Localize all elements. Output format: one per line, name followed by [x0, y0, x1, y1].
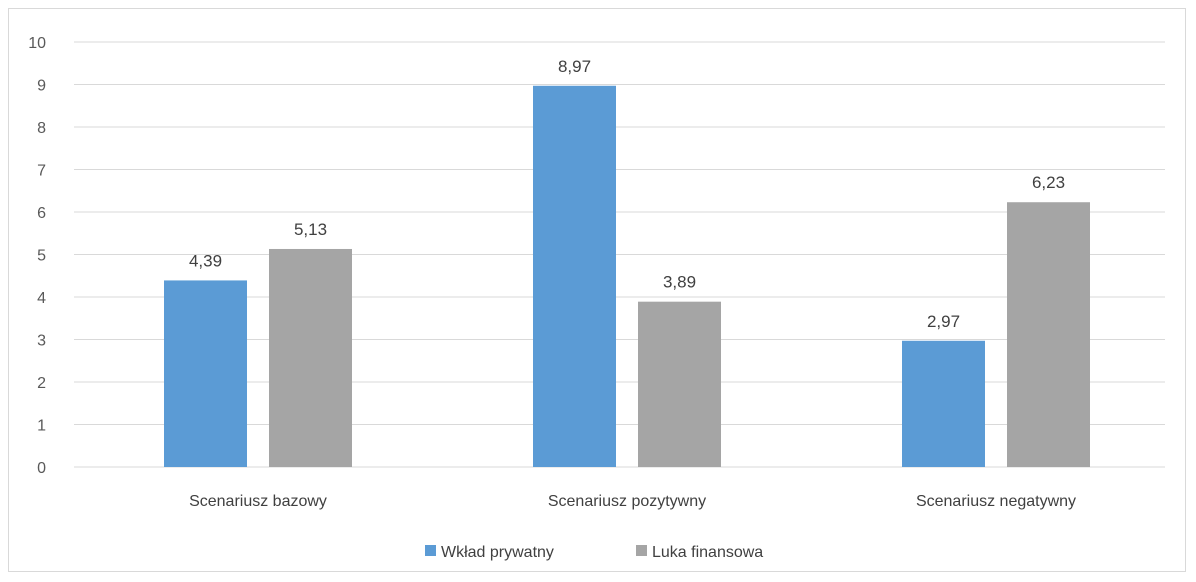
- y-tick-label: 7: [37, 163, 46, 180]
- bar-wklad-prywatny: [902, 340, 985, 467]
- y-tick-label: 4: [37, 290, 46, 307]
- x-axis-categories: Scenariusz bazowy Scenariusz pozytywny Sce…: [189, 493, 1076, 510]
- legend-swatch: [636, 545, 647, 556]
- y-tick-label: 2: [37, 375, 46, 392]
- y-tick-label: 8: [37, 120, 46, 137]
- y-tick-label: 6: [37, 205, 46, 222]
- data-label: 4,39: [189, 251, 222, 270]
- data-labels: 4,39 5,13 8,97 3,89 2,97 6,23: [189, 57, 1065, 331]
- y-tick-label: 5: [37, 248, 46, 265]
- y-tick-label: 10: [28, 35, 46, 52]
- bar-luka-finansowa: [638, 301, 721, 467]
- y-axis-ticks: 0 1 2 3 4 5 6 7 8 9 10: [28, 35, 46, 477]
- category-label: Scenariusz negatywny: [916, 493, 1076, 510]
- bars: [164, 85, 1090, 468]
- y-tick-label: 9: [37, 78, 46, 95]
- bar-wklad-prywatny: [164, 280, 247, 467]
- data-label: 6,23: [1032, 173, 1065, 192]
- legend-swatch: [425, 545, 436, 556]
- data-label: 8,97: [558, 57, 591, 76]
- y-tick-label: 1: [37, 418, 46, 435]
- bar-luka-finansowa: [269, 248, 352, 467]
- legend-label: Luka finansowa: [652, 544, 763, 561]
- y-tick-label: 3: [37, 333, 46, 350]
- data-label: 3,89: [663, 273, 696, 292]
- legend: Wkład prywatny Luka finansowa: [425, 544, 763, 561]
- bar-wklad-prywatny: [533, 85, 616, 468]
- category-label: Scenariusz pozytywny: [548, 493, 706, 510]
- category-label: Scenariusz bazowy: [189, 493, 327, 510]
- y-tick-label: 0: [37, 460, 46, 477]
- data-label: 2,97: [927, 312, 960, 331]
- legend-label: Wkład prywatny: [441, 544, 554, 561]
- data-label: 5,13: [294, 220, 327, 239]
- bar-luka-finansowa: [1007, 202, 1090, 467]
